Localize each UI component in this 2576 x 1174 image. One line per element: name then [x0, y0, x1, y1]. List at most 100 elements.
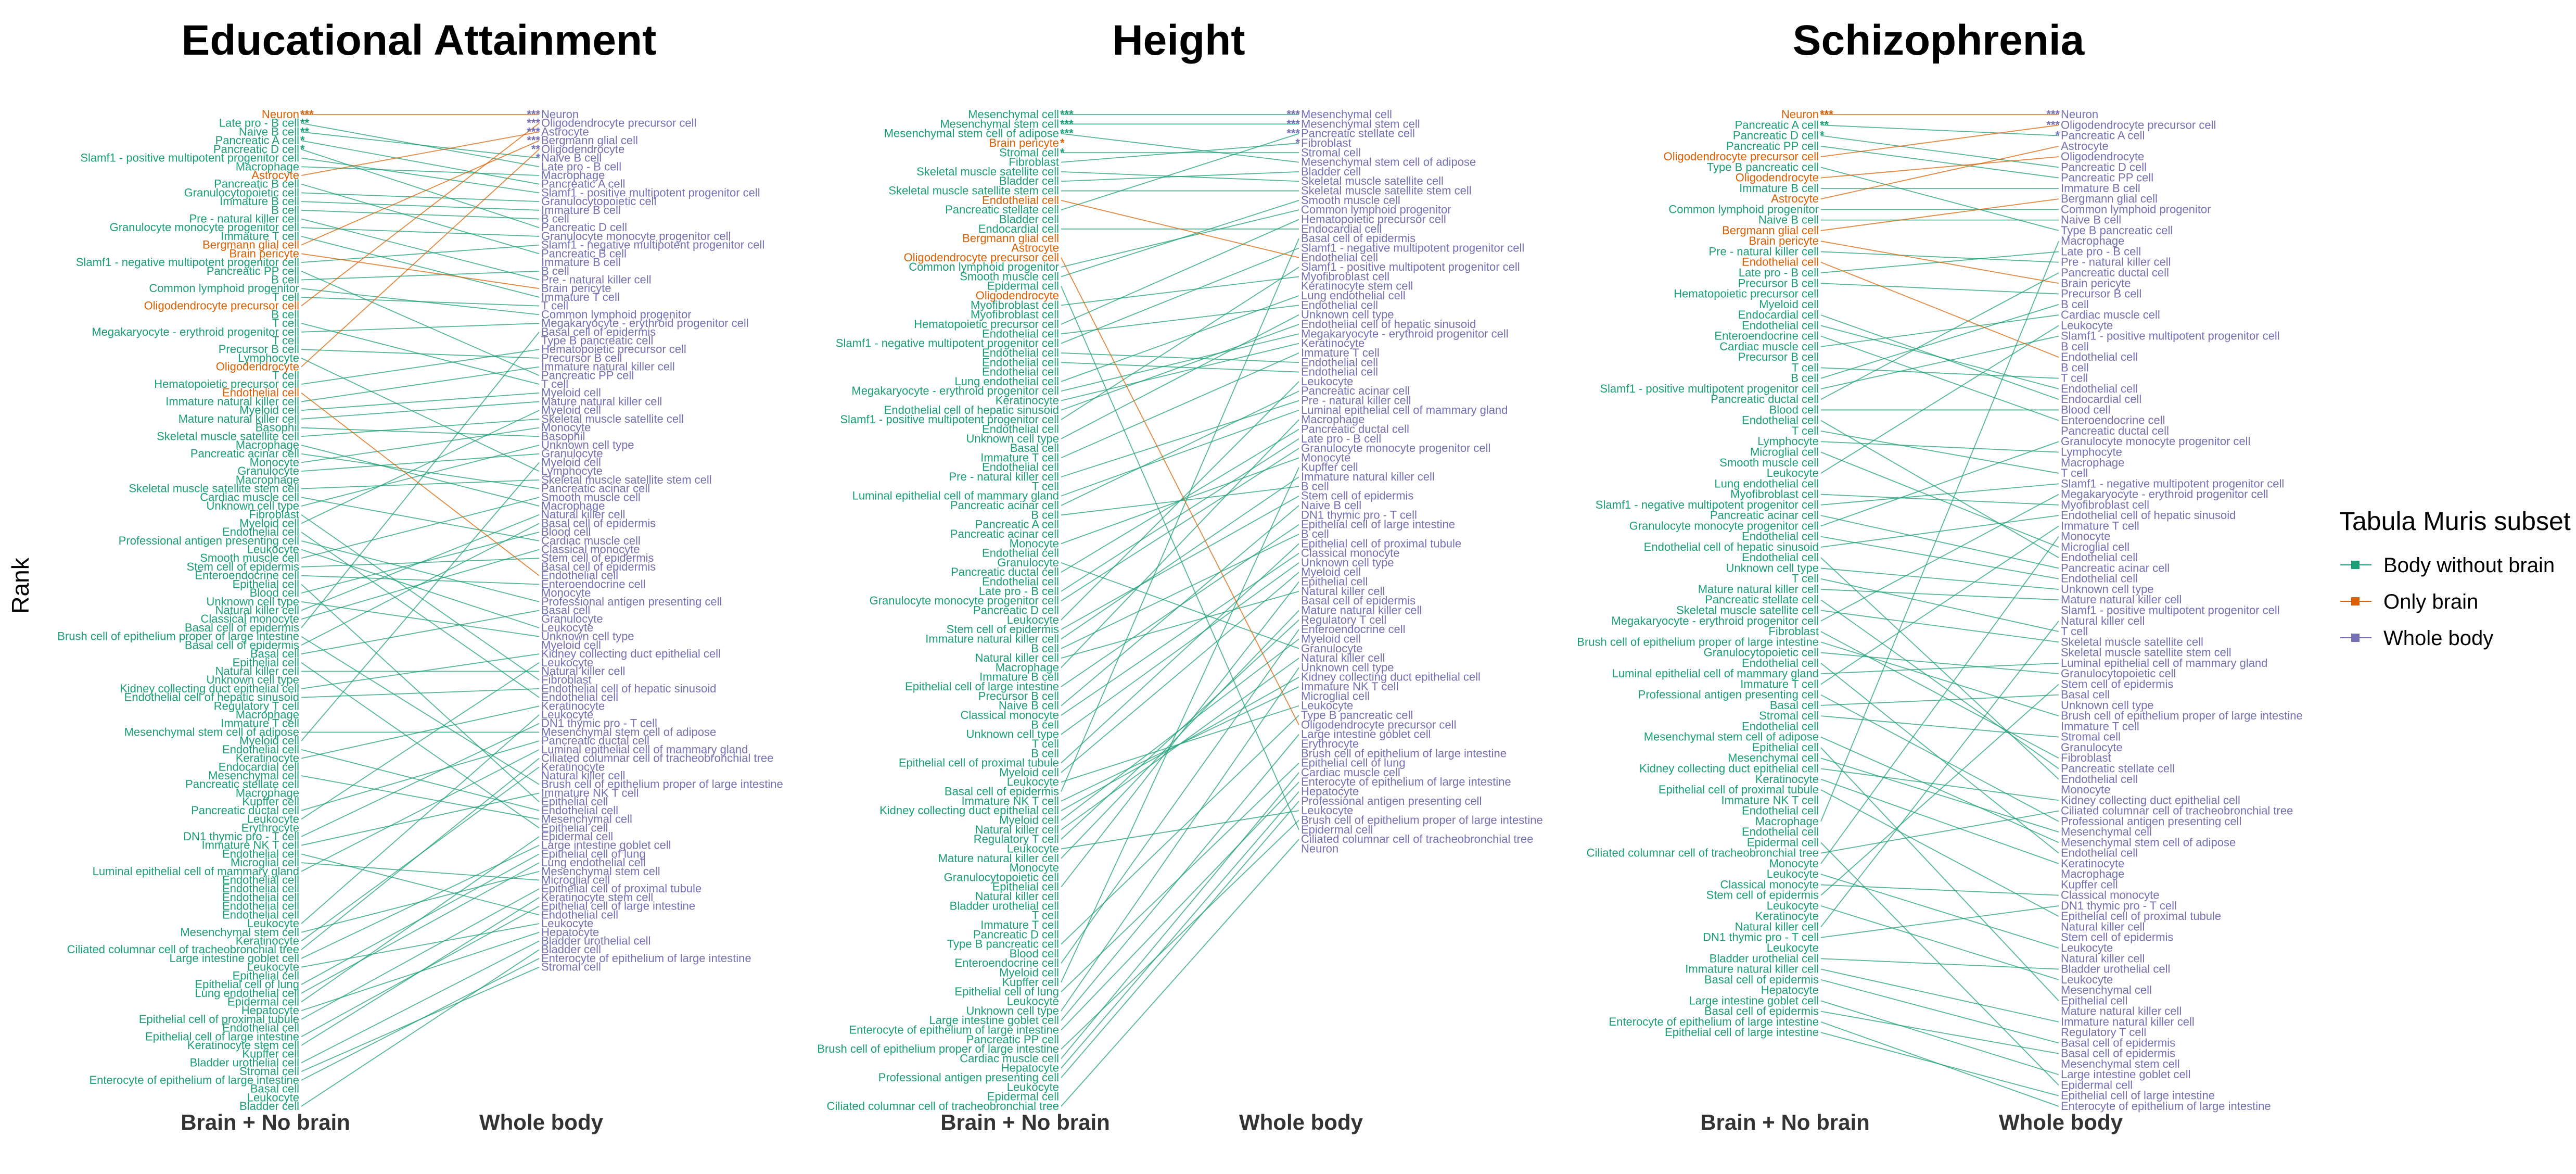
- right-cell-label: Mesenchymal stem cell of adipose: [541, 725, 716, 738]
- right-cell-label: Erythrocyte: [1301, 737, 1359, 750]
- right-cell-label: Endothelial cell: [2061, 551, 2138, 564]
- right-cell-label: Oligodendrocyte precursor cell: [1301, 718, 1456, 731]
- left-cell-label: Fibroblast: [249, 508, 299, 521]
- connector-line: [1820, 494, 2059, 622]
- connector-line: [1820, 525, 2059, 685]
- right-cell-label: Monocyte: [2061, 530, 2110, 543]
- left-cell-label: Oligodendrocyte precursor cell: [904, 251, 1059, 264]
- right-cell-label: Natural killer cell: [2061, 920, 2145, 933]
- connector-line: [301, 575, 540, 585]
- right-cell-label: Kupffer cell: [2061, 878, 2118, 891]
- right-cell-label: Immature T cell: [2061, 519, 2139, 532]
- connector-line: [1820, 335, 2059, 421]
- connector-line: [1820, 304, 2059, 379]
- left-cell-label: Pancreatic acinar cell: [1710, 509, 1819, 522]
- left-cell-label: Luminal epithelial cell of mammary gland: [1612, 667, 1819, 680]
- left-cell-label: Bladder urothelial cell: [1710, 952, 1819, 965]
- left-cell-label: Stem cell of epidermis: [187, 560, 299, 573]
- left-cell-label: DN1 thymic pro - T cell: [1703, 931, 1819, 944]
- right-cell-label: Bergmann glial cell: [541, 134, 638, 147]
- right-cell-label: Pancreatic D cell: [541, 221, 627, 234]
- connector-line: [1061, 448, 1299, 601]
- connector-line: [1820, 241, 2059, 822]
- significance-stars: ***: [1286, 108, 1300, 121]
- right-cell-label: Brush cell of epithelium proper of large…: [541, 778, 783, 791]
- right-cell-label: Granulocyte: [2061, 741, 2123, 754]
- right-cell-label: Slamf1 - positive multipotent progenitor…: [2061, 330, 2280, 343]
- connector-line: [1820, 124, 2059, 157]
- right-cell-label: Basal cell of epidermis: [1301, 594, 1415, 607]
- right-cell-label: Megakaryocyte - erythroid progenitor cel…: [2061, 488, 2268, 501]
- connector-line: [1820, 283, 2059, 295]
- connector-line: [1061, 276, 1299, 306]
- connector-line: [1061, 390, 1299, 506]
- connector-line: [1820, 768, 2059, 801]
- right-cell-label: Naive B cell: [541, 152, 602, 165]
- connector-line: [301, 705, 540, 759]
- left-cell-label: Microglial cell: [1750, 446, 1819, 459]
- connector-line: [301, 192, 540, 203]
- left-cell-label: Myeloid cell: [239, 403, 299, 416]
- right-cell-label: Endothelial cell of hepatic sinusoid: [2061, 509, 2236, 522]
- connector-line: [301, 940, 540, 1064]
- right-cell-label: Luminal epithelial cell of mammary gland: [541, 743, 748, 756]
- right-cell-label: Classical monocyte: [1301, 547, 1400, 560]
- left-cell-label: Classical monocyte: [200, 612, 299, 625]
- left-cell-label: Endocardial cell: [1738, 308, 1819, 321]
- connector-line: [301, 157, 540, 194]
- left-cell-label: Myeloid cell: [239, 734, 299, 747]
- connector-line: [1820, 1011, 2059, 1054]
- connector-line: [1061, 629, 1299, 964]
- connector-line: [1820, 747, 2059, 1001]
- left-cell-label: Type B pancreatic cell: [1707, 160, 1819, 173]
- left-cell-label: Endothelial cell: [982, 194, 1059, 207]
- significance-stars: *: [1295, 136, 1300, 149]
- left-cell-label: Ciliated columnar cell of tracheobronchi…: [827, 1100, 1059, 1113]
- right-cell-label: Slamf1 - negative multipotent progenitor…: [1301, 241, 1524, 254]
- connector-line: [1061, 400, 1299, 477]
- right-cell-label: Hepatocyte: [541, 926, 599, 939]
- left-cell-label: Lymphocyte: [1757, 435, 1819, 448]
- left-cell-label: T cell: [1032, 737, 1059, 750]
- connector-line: [301, 758, 540, 950]
- right-cell-label: Monocyte: [2061, 783, 2110, 796]
- connector-line: [301, 297, 540, 307]
- connector-line: [1820, 441, 2059, 527]
- connector-line: [301, 462, 540, 741]
- connector-line: [1820, 758, 2059, 832]
- left-labels: Mesenchymal cell ***Mesenchymal stem cell…: [817, 108, 1074, 1113]
- left-cell-label: Oligodendrocyte: [976, 289, 1059, 302]
- significance-stars: **: [531, 143, 541, 156]
- legend-key: [2351, 561, 2360, 569]
- connector-line: [1820, 135, 2059, 168]
- right-cell-label: Ciliated columnar cell of tracheobronchi…: [1301, 832, 1533, 845]
- connector-line: [1820, 145, 2059, 200]
- left-cell-label: Myeloid cell: [999, 766, 1059, 779]
- left-cell-label: Leukocyte: [1767, 867, 1819, 880]
- connector-line: [301, 183, 540, 255]
- right-cell-label: Basal cell of epidermis: [541, 560, 656, 573]
- left-cell-label: Leukocyte: [1007, 613, 1059, 626]
- left-cell-label: Immature B cell: [220, 195, 299, 208]
- left-cell-label: Fibroblast: [1009, 156, 1059, 169]
- right-cell-label: Lung endothelial cell: [1301, 289, 1406, 302]
- connector-line: [301, 445, 540, 507]
- right-cell-label: Precursor B cell: [2061, 287, 2141, 300]
- connector-line: [301, 427, 540, 463]
- left-cell-label: Unknown cell type: [966, 432, 1059, 445]
- right-cell-label: Endothelial cell: [541, 804, 618, 817]
- left-cell-label: Luminal epithelial cell of mammary gland: [93, 865, 299, 878]
- right-cell-label: Late pro - B cell: [541, 160, 621, 173]
- left-cell-label: Astrocyte: [1771, 192, 1819, 205]
- right-cell-label: Myeloid cell: [1301, 632, 1361, 645]
- connector-line: [1820, 979, 2059, 1044]
- right-cell-label: Slamf1 - positive multipotent progenitor…: [1301, 260, 1520, 273]
- connector-line: [1061, 409, 1299, 497]
- left-cell-label: Immature T cell: [980, 451, 1059, 464]
- right-cell-label: Immature natural killer cell: [2061, 1015, 2195, 1028]
- right-cell-label: Keratinocyte stem cell: [541, 891, 653, 904]
- right-cell-label: Bladder cell: [1301, 165, 1361, 178]
- connector-line: [301, 122, 540, 307]
- left-cell-label: Smooth muscle cell: [200, 551, 299, 564]
- left-cell-label: Endocardial cell: [978, 222, 1059, 235]
